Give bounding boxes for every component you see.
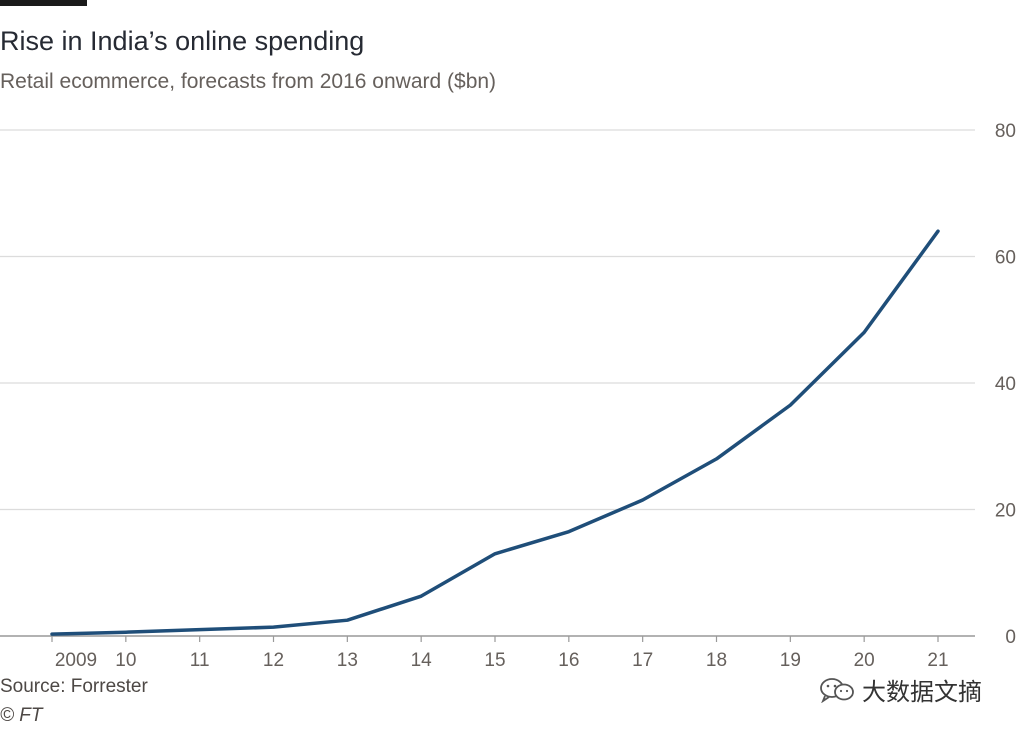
chart-title: Rise in India’s online spending bbox=[0, 26, 365, 56]
x-tick-label: 17 bbox=[632, 650, 653, 671]
x-tick-label: 14 bbox=[411, 650, 433, 671]
x-tick-label: 11 bbox=[190, 650, 210, 671]
data-point bbox=[198, 628, 202, 632]
y-tick-label: 60 bbox=[995, 248, 1016, 269]
y-tick-label: 40 bbox=[995, 374, 1016, 395]
y-tick-label: 80 bbox=[995, 121, 1016, 142]
data-point bbox=[936, 229, 940, 233]
x-tick-label: 16 bbox=[558, 650, 579, 671]
data-point bbox=[567, 530, 571, 534]
chart-subtitle: Retail ecommerce, forecasts from 2016 on… bbox=[0, 70, 497, 93]
wechat-icon bbox=[820, 677, 854, 703]
top-accent-bar bbox=[0, 0, 87, 6]
y-tick-label: 20 bbox=[995, 501, 1016, 522]
x-tick-label: 12 bbox=[263, 650, 284, 671]
x-tick-label: 18 bbox=[706, 650, 727, 671]
data-point bbox=[788, 403, 792, 407]
x-tick-label: 15 bbox=[484, 650, 505, 671]
data-point bbox=[862, 330, 866, 334]
data-point bbox=[641, 498, 645, 502]
data-point bbox=[124, 630, 128, 634]
data-point bbox=[715, 457, 719, 461]
watermark: 大数据文摘 bbox=[818, 672, 982, 707]
x-tick-label: 20 bbox=[854, 650, 875, 671]
x-tick-label: 21 bbox=[927, 650, 948, 671]
data-point bbox=[419, 594, 423, 598]
y-tick-label: 0 bbox=[1005, 627, 1016, 648]
x-tick-label: 10 bbox=[115, 650, 136, 671]
data-point bbox=[493, 552, 497, 556]
data-point bbox=[272, 625, 276, 629]
data-point bbox=[50, 632, 54, 636]
x-tick-label: 2009 bbox=[55, 650, 97, 671]
watermark-text: 大数据文摘 bbox=[862, 678, 982, 706]
series-line bbox=[50, 229, 940, 636]
source-note: Source: Forrester bbox=[0, 676, 148, 697]
copyright-note: © FT bbox=[0, 705, 43, 726]
data-point bbox=[345, 618, 349, 622]
x-tick-label: 19 bbox=[780, 650, 801, 671]
x-tick-label: 13 bbox=[337, 650, 358, 671]
